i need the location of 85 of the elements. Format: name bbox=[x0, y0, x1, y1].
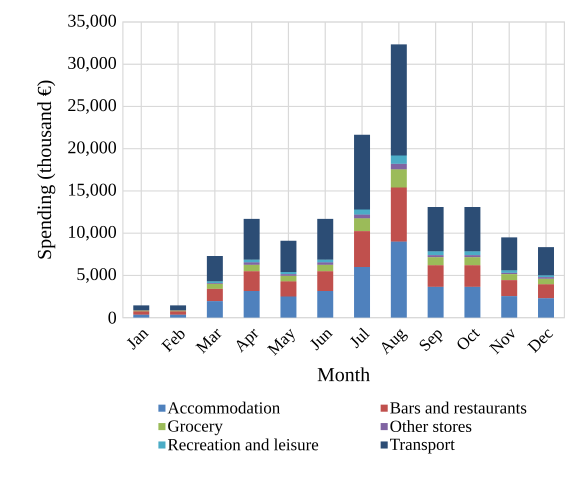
y-tick-label: 10,000 bbox=[69, 226, 116, 240]
x-axis-title: Month bbox=[318, 367, 370, 382]
bar bbox=[390, 169, 407, 188]
bar bbox=[501, 296, 518, 318]
x-tick-label: Oct bbox=[458, 328, 480, 349]
bar bbox=[354, 134, 370, 210]
y-tick-label: 20,000 bbox=[68, 141, 116, 156]
legend-label: Bars and restaurants bbox=[390, 401, 526, 414]
x-tick-label: Aug bbox=[382, 328, 408, 355]
bar bbox=[206, 284, 223, 289]
y-tick-label: 0 bbox=[108, 311, 116, 324]
bar bbox=[390, 164, 407, 170]
y-tick-label: 35,000 bbox=[68, 14, 116, 30]
legend-label: Grocery bbox=[168, 420, 223, 435]
bar bbox=[244, 290, 260, 318]
bar bbox=[390, 241, 407, 318]
x-tick-label: May bbox=[266, 328, 295, 356]
bar bbox=[464, 257, 480, 266]
bar bbox=[464, 206, 480, 252]
bar bbox=[464, 251, 480, 255]
bar bbox=[206, 288, 223, 301]
bar bbox=[390, 44, 407, 156]
bar bbox=[354, 218, 370, 231]
bar bbox=[317, 262, 334, 265]
bar bbox=[280, 276, 296, 282]
x-tick-label: Jun bbox=[310, 330, 333, 350]
bar bbox=[538, 278, 554, 284]
x-tick-label: Feb bbox=[160, 330, 185, 352]
bar bbox=[354, 214, 370, 218]
bar bbox=[428, 206, 444, 252]
bar bbox=[354, 209, 370, 214]
bar bbox=[244, 270, 260, 291]
bar bbox=[354, 266, 370, 318]
bar bbox=[538, 246, 554, 276]
bar bbox=[464, 265, 480, 287]
x-tick-label: Nov bbox=[488, 328, 514, 354]
legend-label: Accommodation bbox=[168, 401, 280, 414]
bar bbox=[206, 300, 223, 318]
y-axis-title: Spending (thousand €) bbox=[37, 80, 56, 258]
bar bbox=[170, 314, 186, 318]
x-tick-label: Jul bbox=[350, 327, 370, 348]
bar bbox=[428, 286, 444, 318]
bar bbox=[428, 251, 444, 255]
bar bbox=[501, 280, 518, 296]
bar bbox=[170, 305, 186, 310]
bar bbox=[501, 270, 518, 273]
x-tick-label: Mar bbox=[195, 328, 222, 354]
bar bbox=[317, 264, 334, 271]
bar bbox=[538, 298, 554, 318]
bar bbox=[428, 265, 444, 287]
bar bbox=[280, 281, 296, 296]
bar bbox=[133, 305, 150, 310]
legend-label: Transport bbox=[390, 438, 455, 454]
bar bbox=[244, 264, 260, 271]
x-tick-label: Dec bbox=[527, 329, 554, 353]
bar bbox=[464, 254, 480, 258]
bar bbox=[317, 290, 334, 318]
bar bbox=[501, 274, 518, 280]
bar bbox=[354, 230, 370, 267]
bar bbox=[501, 237, 518, 270]
y-tick-label: 5,000 bbox=[77, 268, 116, 283]
bar bbox=[206, 256, 223, 282]
x-tick-label: Jan bbox=[126, 330, 149, 350]
y-tick-label: 15,000 bbox=[69, 183, 116, 198]
bar bbox=[244, 262, 260, 265]
legend-label: Other stores bbox=[390, 420, 472, 432]
y-tick-label: 30,000 bbox=[68, 56, 116, 72]
bar bbox=[464, 286, 480, 318]
bar bbox=[317, 270, 334, 291]
bar bbox=[133, 314, 150, 318]
bar bbox=[428, 257, 444, 266]
y-tick-label: 25,000 bbox=[68, 98, 116, 114]
bar bbox=[428, 254, 444, 258]
bar bbox=[244, 260, 260, 262]
bar bbox=[538, 284, 554, 298]
bar bbox=[244, 218, 260, 260]
bar bbox=[390, 155, 407, 164]
bar bbox=[317, 260, 334, 262]
bar bbox=[317, 218, 334, 260]
bar bbox=[280, 240, 296, 272]
x-tick-label: Sep bbox=[420, 330, 443, 351]
legend-label: Recreation and leisure bbox=[168, 438, 318, 450]
x-tick-label: Apr bbox=[236, 328, 258, 353]
bar bbox=[390, 187, 407, 242]
bar bbox=[280, 296, 296, 318]
